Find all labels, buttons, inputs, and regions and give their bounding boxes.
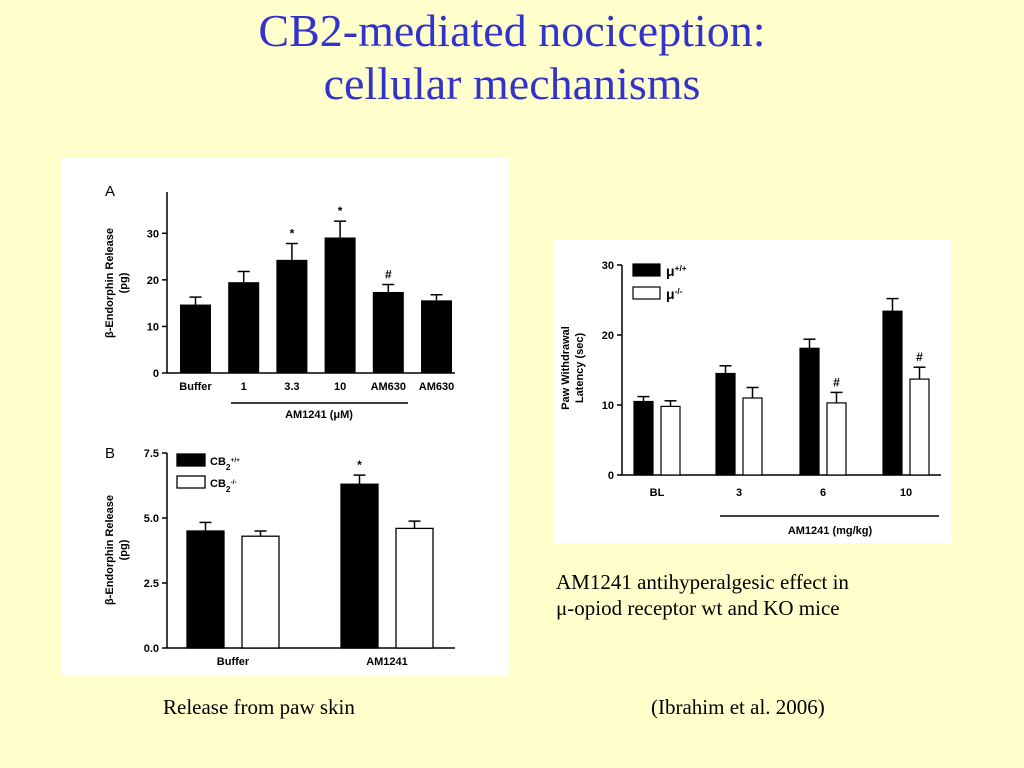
chart-b-category-1: AM1241 [366, 656, 408, 668]
chart-c-y-tick-label-0: 0 [608, 470, 614, 482]
chart-a-bar-4 [372, 291, 404, 373]
slide-title-line-2: cellular mechanisms [323, 58, 701, 109]
chart-a-annotation-4: # [385, 268, 392, 282]
chart-a-category-2: 3.3 [284, 381, 299, 393]
chart-b-legend-swatch-1 [176, 475, 206, 489]
chart-c: 0 10 20 30 Paw Withdrawal Latency (sec) BL 3 #6 #… [560, 260, 941, 537]
chart-c-category-1: 3 [736, 487, 742, 499]
chart-b-legend-label-1: CB2-/- [210, 478, 237, 494]
chart-c-annotation-2-1: # [833, 375, 840, 389]
chart-c-bar-3-0 [882, 310, 903, 476]
chart-b-y-tick-label-0: 0.0 [144, 643, 159, 655]
chart-c-bar-0-0 [633, 400, 654, 476]
chart-c-legend-swatch-1 [632, 286, 661, 300]
chart-b-bar-1-1 [395, 527, 434, 649]
chart-b-legend-label-0: CB2+/+ [210, 456, 240, 472]
chart-a-category-3: 10 [334, 381, 346, 393]
chart-a-bar-5 [421, 300, 452, 373]
slide-title: CB2-mediated nociception: cellular mecha… [0, 4, 1024, 110]
chart-c-category-3: 10 [900, 487, 912, 499]
chart-b-bar-1-0 [340, 483, 379, 649]
chart-a: A 0 10 20 30 β-Endorphin Release (pg) Buffer 1 3.… [104, 183, 455, 421]
chart-c-y-tick-label-2: 20 [602, 330, 614, 342]
chart-a-annotation-2: * [290, 227, 295, 241]
chart-c-ylabel-line-2: Latency (sec) [574, 333, 586, 404]
chart-c-bar-3-1 [909, 378, 930, 476]
chart-a-y-tick-label-2: 20 [147, 275, 159, 287]
caption-left: Release from paw skin [163, 695, 355, 719]
chart-b-legend-swatch-0 [176, 453, 206, 467]
chart-c-bar-2-0 [799, 347, 820, 476]
chart-b-category-0: Buffer [217, 656, 250, 668]
chart-b-annotation-1-0: * [357, 458, 362, 472]
chart-a-y-tick-label-0: 0 [153, 368, 159, 380]
chart-c-legend-swatch-0 [632, 263, 661, 277]
chart-a-y-tick-label-3: 30 [147, 228, 159, 240]
chart-a-ylabel: β-Endorphin Release (pg) [104, 228, 130, 338]
chart-b: B 0.0 2.5 5.0 7.5 β-Endorphin Release (pg) Buff… [104, 445, 455, 668]
chart-right-svg: 0 10 20 30 Paw Withdrawal Latency (sec) BL 3 #6 #… [560, 260, 941, 537]
chart-b-y-tick-label-2: 5.0 [144, 513, 159, 525]
chart-a-bar-2 [276, 259, 308, 373]
chart-c-bar-1-0 [715, 372, 736, 476]
caption-right-line-2: μ-opiod receptor wt and KO mice [556, 596, 840, 620]
chart-c-category-0: BL [650, 487, 665, 499]
chart-c-category-2: 6 [820, 487, 826, 499]
citation: (Ibrahim et al. 2006) [651, 695, 825, 719]
chart-c-bar-1-1 [742, 397, 763, 476]
chart-a-annotation-3: * [338, 204, 343, 218]
chart-b-ylabel-line-2: (pg) [118, 539, 130, 560]
chart-b-y-tick-label-1: 2.5 [144, 578, 159, 590]
chart-c-ylabel: Paw Withdrawal Latency (sec) [560, 326, 586, 410]
chart-b-y-tick-label-3: 7.5 [144, 448, 159, 460]
chart-c-bar-2-1 [826, 402, 847, 476]
caption-right-line-1: AM1241 antihyperalgesic effect in [556, 570, 849, 594]
chart-b-bar-0-0 [186, 530, 225, 649]
figure-left-panel: A 0 10 20 30 β-Endorphin Release (pg) Buffer 1 3.… [61, 158, 509, 675]
chart-a-category-4: AM630 [371, 381, 406, 393]
chart-a-bar-1 [228, 282, 260, 373]
chart-c-legend-label-1: μ-/- [666, 286, 683, 302]
chart-a-category-5: AM630 [419, 381, 454, 393]
chart-c-y-tick-label-3: 30 [602, 260, 614, 272]
chart-a-group-label: AM1241 (μM) [285, 409, 353, 421]
chart-a-panel-label: A [105, 183, 115, 200]
chart-c-y-tick-label-1: 10 [602, 400, 614, 412]
chart-a-category-1: 1 [241, 381, 247, 393]
chart-a-bar-3 [324, 237, 356, 373]
chart-c-ylabel-line-1: Paw Withdrawal [560, 326, 572, 410]
chart-b-bar-0-1 [241, 535, 280, 649]
chart-b-ylabel-line-1: β-Endorphin Release [104, 495, 116, 605]
slide-title-line-1: CB2-mediated nociception: [258, 5, 766, 56]
chart-c-annotation-3-1: # [916, 350, 923, 364]
chart-a-ylabel-line-2: (pg) [118, 272, 130, 293]
chart-a-y-tick-label-1: 10 [147, 321, 159, 333]
chart-a-ylabel-line-1: β-Endorphin Release [104, 228, 116, 338]
figure-right-panel: 0 10 20 30 Paw Withdrawal Latency (sec) BL 3 #6 #… [553, 240, 951, 543]
caption-right: AM1241 antihyperalgesic effect in μ-opio… [556, 569, 976, 621]
chart-b-panel-label: B [105, 445, 115, 462]
chart-c-legend-label-0: μ+/+ [666, 263, 687, 279]
chart-b-ylabel: β-Endorphin Release (pg) [104, 495, 130, 605]
chart-a-bar-0 [180, 304, 211, 373]
chart-c-bar-0-1 [660, 405, 681, 476]
chart-c-group-label: AM1241 (mg/kg) [788, 525, 873, 537]
chart-a-category-0: Buffer [179, 381, 212, 393]
